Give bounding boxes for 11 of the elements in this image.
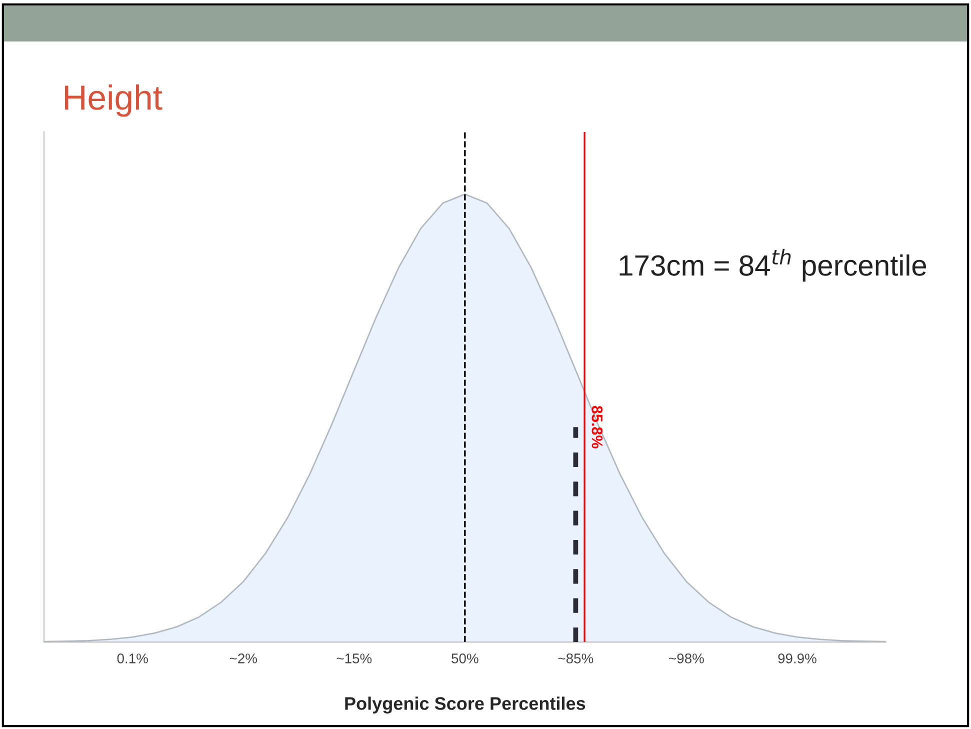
x-tick-label: ~85% (558, 654, 594, 664)
x-tick-label: 50% (452, 654, 478, 664)
x-tick-label: 99.9% (778, 654, 816, 664)
annotation: 85.8% (592, 406, 603, 448)
x-tick-label: ~2% (230, 654, 257, 664)
chart-title: Height (64, 84, 162, 117)
x-tick-label: ~98% (669, 654, 704, 664)
annotation: 173cm = 84$^{th}$ percentile (620, 248, 926, 282)
x-tick-label: ~15% (336, 654, 372, 664)
x-axis-title: Polygenic Score Percentiles (345, 696, 586, 714)
x-tick-label: 0.1% (117, 654, 148, 664)
